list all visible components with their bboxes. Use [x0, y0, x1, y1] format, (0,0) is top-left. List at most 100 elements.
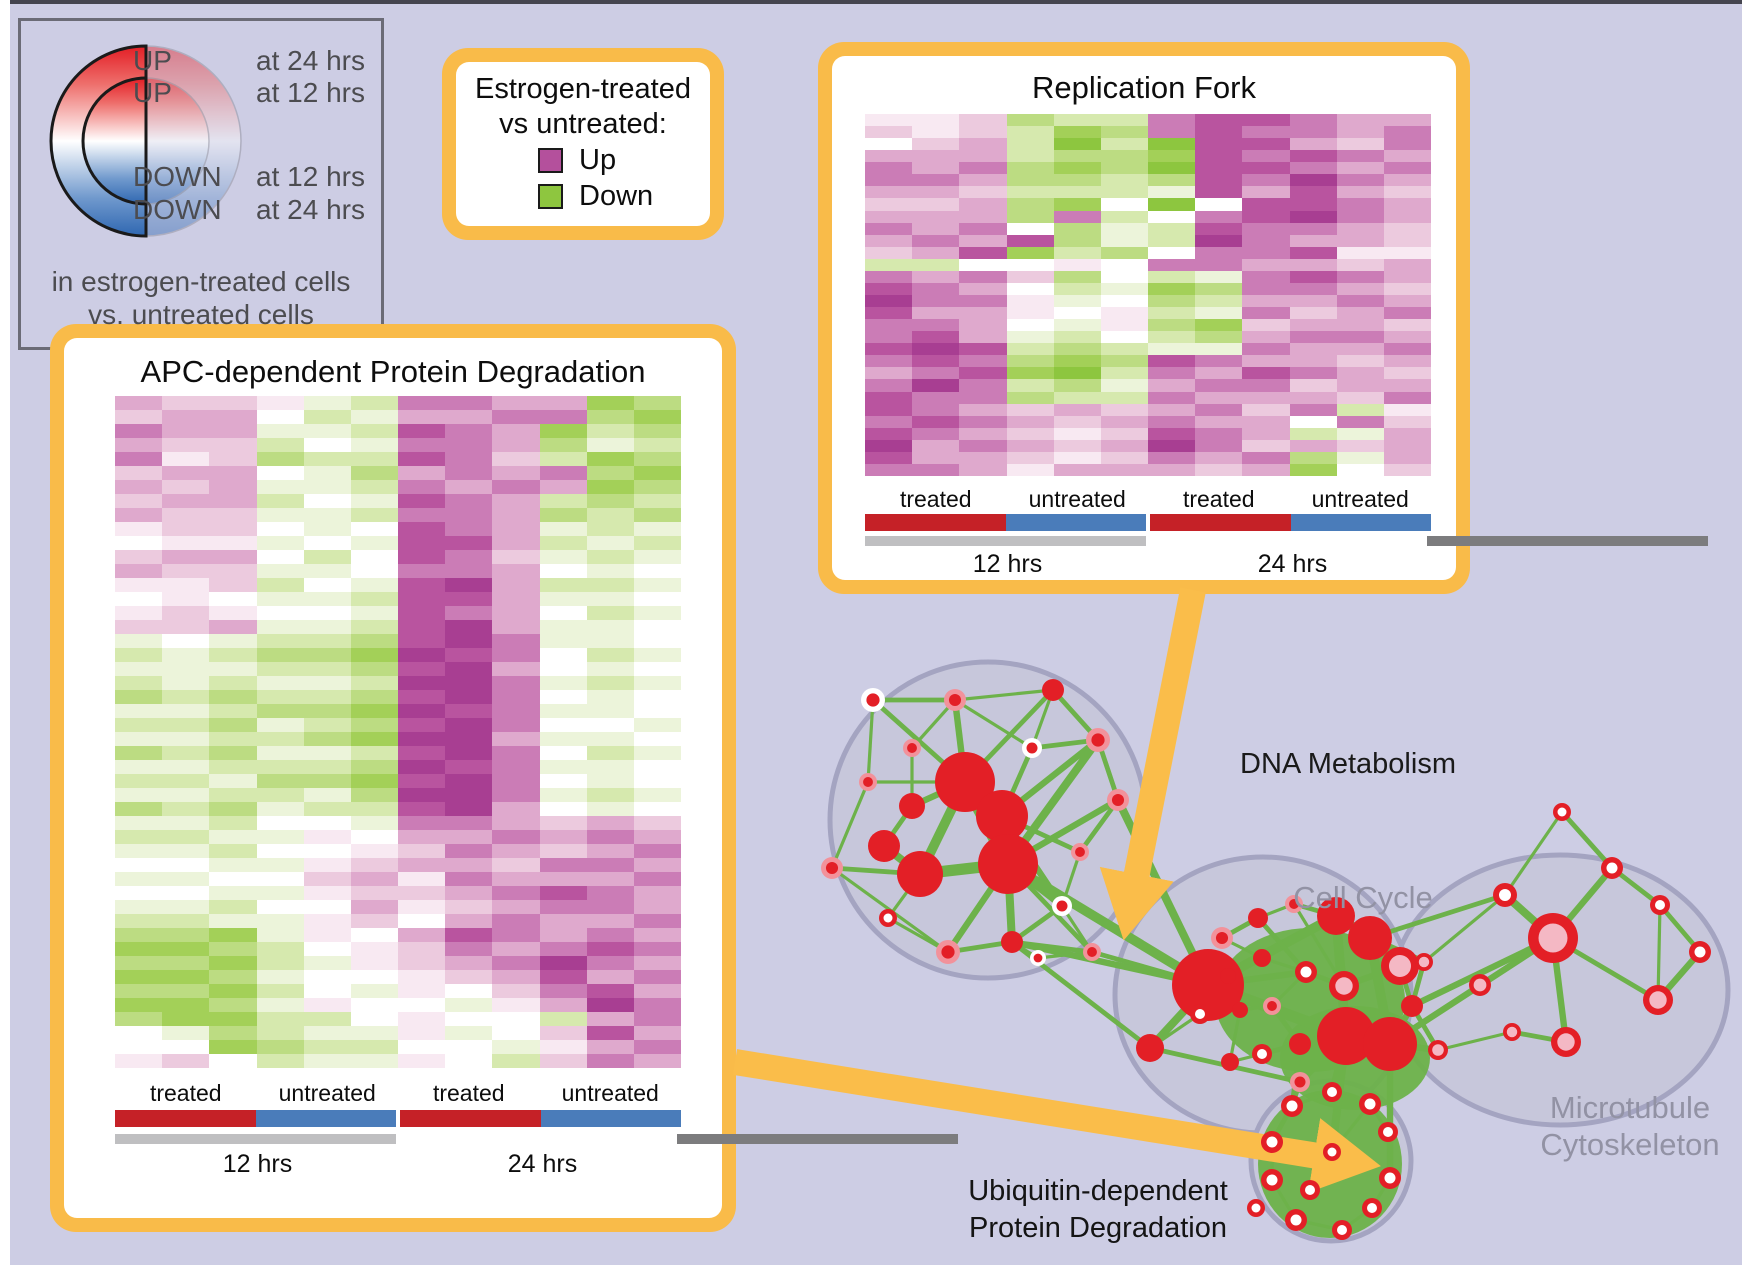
heatmap-cell — [303, 998, 351, 1012]
heatmap-cell — [350, 676, 398, 690]
heatmap-cell — [398, 774, 446, 788]
heatmap-cell — [586, 788, 634, 802]
heatmap-cell — [256, 690, 304, 704]
heatmap-cell — [633, 970, 681, 984]
heatmap-cell — [633, 788, 681, 802]
updown-legend-box: Estrogen-treated vs untreated: Up Down — [442, 48, 724, 240]
heatmap-cell — [586, 522, 634, 536]
heatmap-cell — [1195, 186, 1243, 199]
heatmap-cell — [115, 802, 163, 816]
heatmap-cell — [1195, 451, 1243, 464]
heatmap-cell — [256, 662, 304, 676]
heatmap-cell — [912, 222, 960, 235]
heatmap-cell — [350, 452, 398, 466]
heatmap-cell — [1006, 138, 1054, 151]
heatmap-cell — [1383, 379, 1431, 392]
heatmap-cell — [959, 162, 1007, 175]
heatmap-cell — [209, 704, 257, 718]
legend-caption-line1: in estrogen-treated cells — [51, 266, 351, 297]
heatmap-cell — [209, 830, 257, 844]
heatmap-cell — [633, 606, 681, 620]
heatmap-cell — [162, 620, 210, 634]
heatmap-cell — [1053, 186, 1101, 199]
heatmap-cell — [115, 718, 163, 732]
heatmap-cell — [1006, 319, 1054, 332]
heatmap-cell — [445, 662, 493, 676]
heatmap-cell — [539, 1012, 587, 1026]
heatmap-cell — [256, 410, 304, 424]
legend-item-up: Up — [538, 144, 616, 177]
time-label: 24 hrs — [507, 1150, 578, 1178]
heatmap-cell — [539, 508, 587, 522]
heatmap-cell — [539, 1026, 587, 1040]
heatmap-cell — [1100, 331, 1148, 344]
heatmap-cell — [1383, 343, 1431, 356]
heatmap-cell — [256, 578, 304, 592]
time-label: at 12 hrs — [256, 77, 365, 108]
heatmap-cell — [256, 956, 304, 970]
heatmap-cell — [115, 788, 163, 802]
heatmap-cell — [162, 718, 210, 732]
heatmap-cell — [959, 246, 1007, 259]
heatmap-cell — [398, 522, 446, 536]
time-label: at 12 hrs — [256, 161, 365, 192]
heatmap-cell — [912, 343, 960, 356]
heatmap-cell — [1195, 234, 1243, 247]
time-label: at 24 hrs — [256, 194, 365, 225]
heatmap-cell — [865, 319, 913, 332]
heatmap-cell — [959, 198, 1007, 211]
heatmap-cell — [959, 307, 1007, 320]
heatmap-cell — [1006, 234, 1054, 247]
heatmap-cell — [586, 1054, 634, 1068]
heatmap-cell — [865, 367, 913, 380]
heatmap-cell — [539, 732, 587, 746]
heatmap-cell — [256, 438, 304, 452]
heatmap-cell — [1148, 162, 1196, 175]
heatmap-cell — [1383, 355, 1431, 368]
heatmap-cell — [1006, 162, 1054, 175]
heatmap-cell — [1195, 150, 1243, 163]
heatmap-cell — [1006, 114, 1054, 127]
heatmap-cell — [633, 1054, 681, 1068]
heatmap-cell — [303, 858, 351, 872]
heatmap-cell — [1336, 415, 1384, 428]
heatmap-cell — [1006, 439, 1054, 452]
heatmap-cell — [539, 564, 587, 578]
heatmap-cell — [539, 676, 587, 690]
heatmap-cell — [398, 438, 446, 452]
heatmap-cell — [398, 830, 446, 844]
heatmap-cell — [303, 1012, 351, 1026]
heatmap-cell — [586, 1012, 634, 1026]
heatmap-cell — [1006, 343, 1054, 356]
heatmap-cell — [1336, 307, 1384, 320]
heatmap-cell — [398, 564, 446, 578]
time-label: 12 hrs — [222, 1150, 293, 1178]
heatmap-cell — [539, 592, 587, 606]
heatmap-cell — [1148, 126, 1196, 139]
heatmap-cell — [445, 634, 493, 648]
heatmap-cell — [350, 872, 398, 886]
heatmap-cell — [1242, 451, 1290, 464]
heatmap-cell — [256, 648, 304, 662]
heatmap-cell — [398, 536, 446, 550]
heatmap-cell — [539, 914, 587, 928]
heatmap-cell — [445, 536, 493, 550]
heatmap-cell — [162, 494, 210, 508]
heatmap-cell — [586, 998, 634, 1012]
heatmap-cell — [1242, 331, 1290, 344]
heatmap-cell — [1336, 186, 1384, 199]
heatmap-cell — [1383, 427, 1431, 440]
heatmap-cell — [1053, 162, 1101, 175]
heatmap-cell — [1053, 174, 1101, 187]
heatmap-cell — [445, 928, 493, 942]
heatmap-cell — [1242, 246, 1290, 259]
heatmap-cell — [539, 970, 587, 984]
heatmap-cell — [1053, 222, 1101, 235]
heatmap-cell — [256, 452, 304, 466]
heatmap-cell — [1100, 391, 1148, 404]
heatmap-cell — [1006, 391, 1054, 404]
heatmap-cell — [1148, 198, 1196, 211]
direction-label: UP — [133, 45, 172, 76]
heatmap-cell — [1006, 246, 1054, 259]
heatmap-cell — [303, 956, 351, 970]
